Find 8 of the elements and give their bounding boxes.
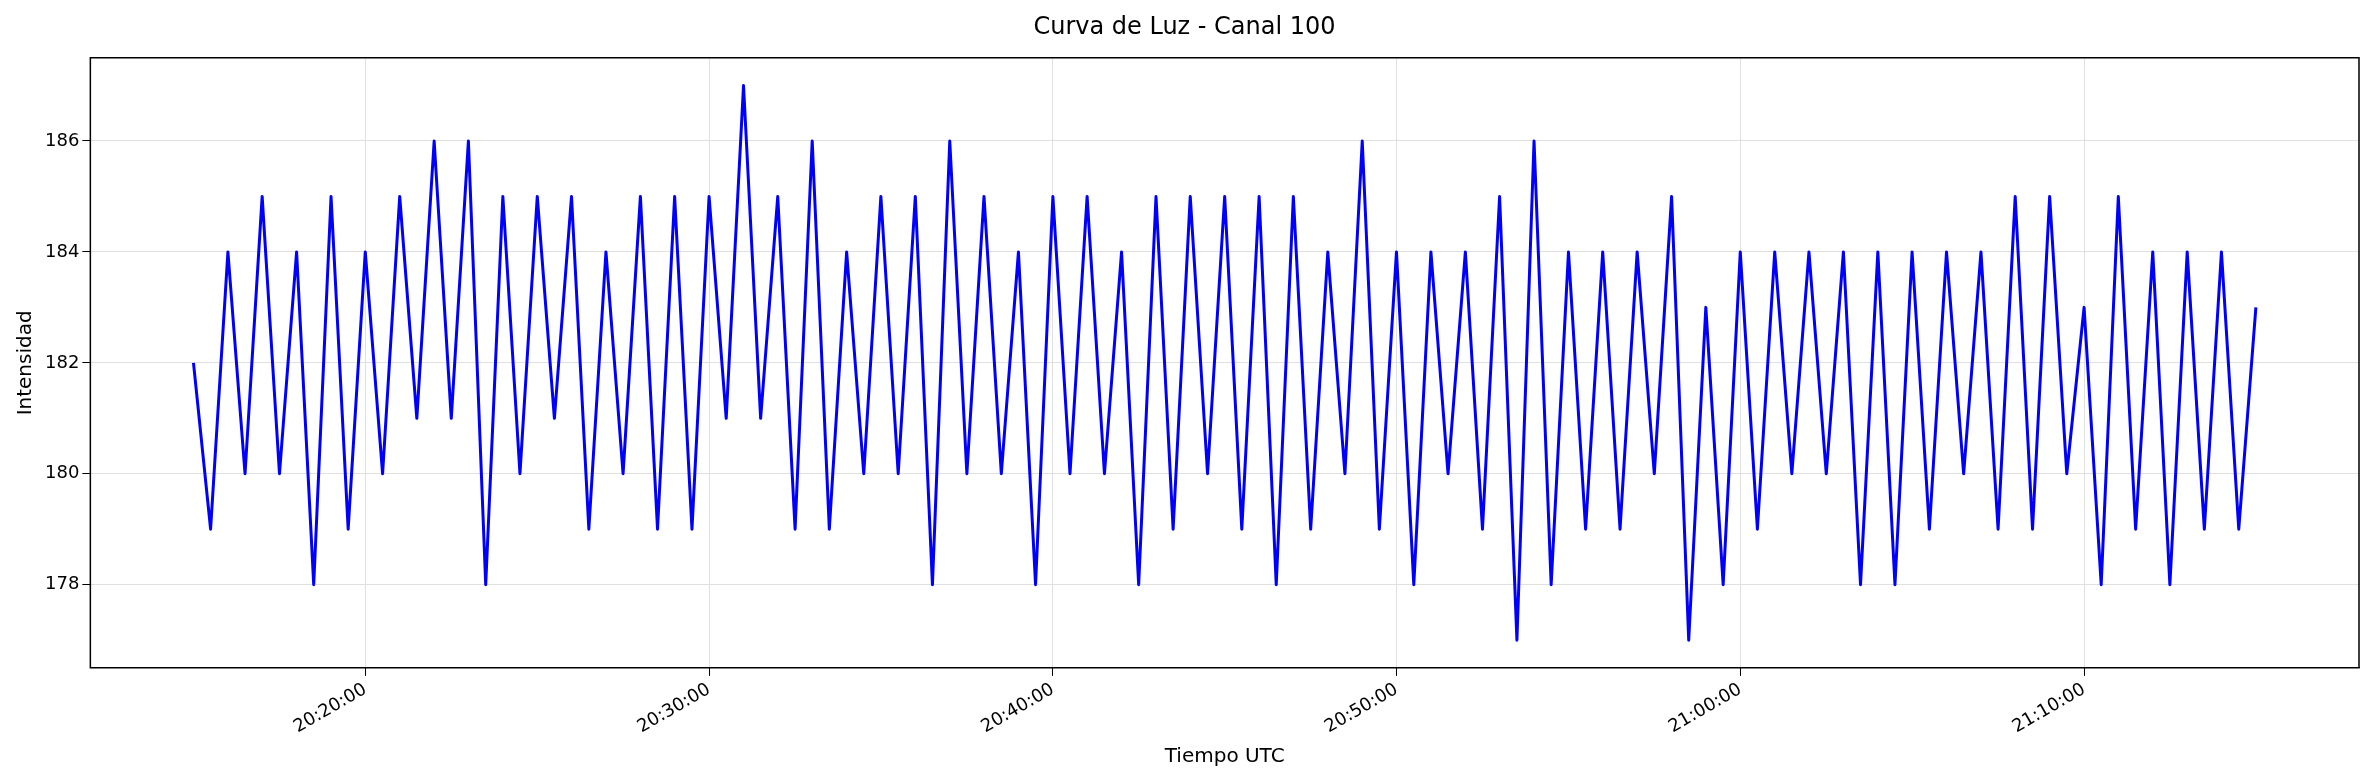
y-tick-label: 184 <box>45 239 80 261</box>
chart-title: Curva de Luz - Canal 100 <box>1033 11 1336 40</box>
y-tick-label: 178 <box>45 572 80 594</box>
y-tick-label: 186 <box>45 128 80 150</box>
y-tick-label: 180 <box>45 461 80 483</box>
y-tick-label: 182 <box>45 350 80 372</box>
y-axis-title: Intensidad <box>12 310 37 416</box>
x-axis-title: Tiempo UTC <box>1163 743 1285 768</box>
